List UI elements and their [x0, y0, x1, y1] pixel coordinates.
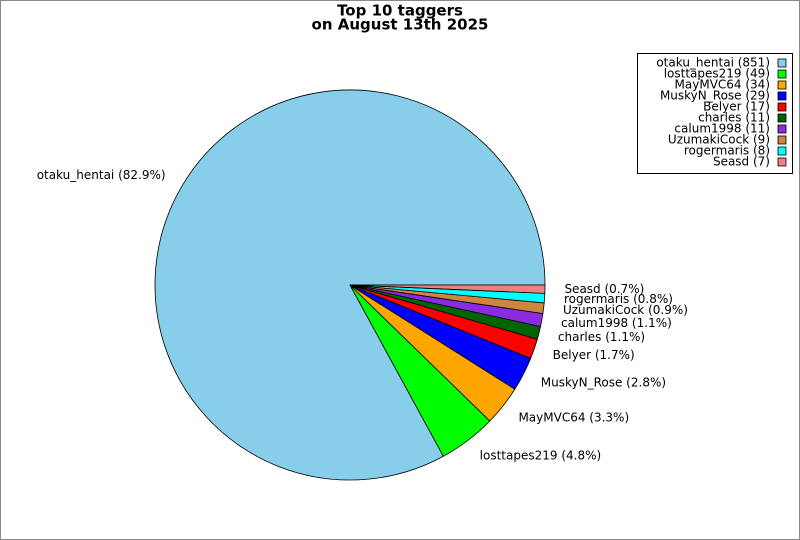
slice-label: UzumakiCock (0.9%)	[563, 303, 688, 317]
slice-label: losttapes219 (4.8%)	[480, 448, 602, 462]
slice-label: otaku_hentai (82.9%)	[37, 168, 166, 182]
legend-label: otaku_hentai (851)	[656, 56, 770, 70]
slice-label: Seasd (0.7%)	[564, 282, 644, 296]
slice-label: MayMVC64 (3.3%)	[518, 410, 629, 424]
chart-subtitle: on August 13th 2025	[312, 16, 489, 34]
legend-swatch	[777, 58, 787, 68]
legend-label: MuskyN_Rose (29)	[660, 89, 770, 103]
legend-label: losttapes219 (49)	[664, 67, 770, 81]
legend-label: calum1998 (11)	[674, 122, 770, 136]
legend-swatch	[777, 124, 787, 134]
legend-label: UzumakiCock (9)	[668, 133, 770, 147]
legend-label: Seasd (7)	[713, 155, 770, 169]
legend-swatch	[777, 135, 787, 145]
legend-swatch	[777, 157, 787, 167]
legend-label: Belyer (17)	[703, 100, 770, 114]
legend-box	[637, 53, 793, 174]
slice-label: calum1998 (1.1%)	[561, 316, 672, 330]
legend-swatch	[777, 146, 787, 156]
slice-label: rogermaris (0.8%)	[564, 292, 673, 306]
legend-label: MayMVC64 (34)	[675, 78, 770, 92]
slice-label: Belyer (1.7%)	[553, 348, 635, 362]
slice-label: charles (1.1%)	[558, 330, 645, 344]
legend-swatch	[777, 69, 787, 79]
legend-label: charles (11)	[698, 111, 770, 125]
legend-label: rogermaris (8)	[684, 144, 770, 158]
legend-swatch	[777, 102, 787, 112]
legend-swatch	[777, 113, 787, 123]
slice-label: MuskyN_Rose (2.8%)	[541, 376, 666, 390]
legend-swatch	[777, 91, 787, 101]
pie-slice	[349, 284, 546, 294]
chart-title: Top 10 taggers	[337, 2, 463, 20]
legend-swatch	[777, 80, 787, 90]
